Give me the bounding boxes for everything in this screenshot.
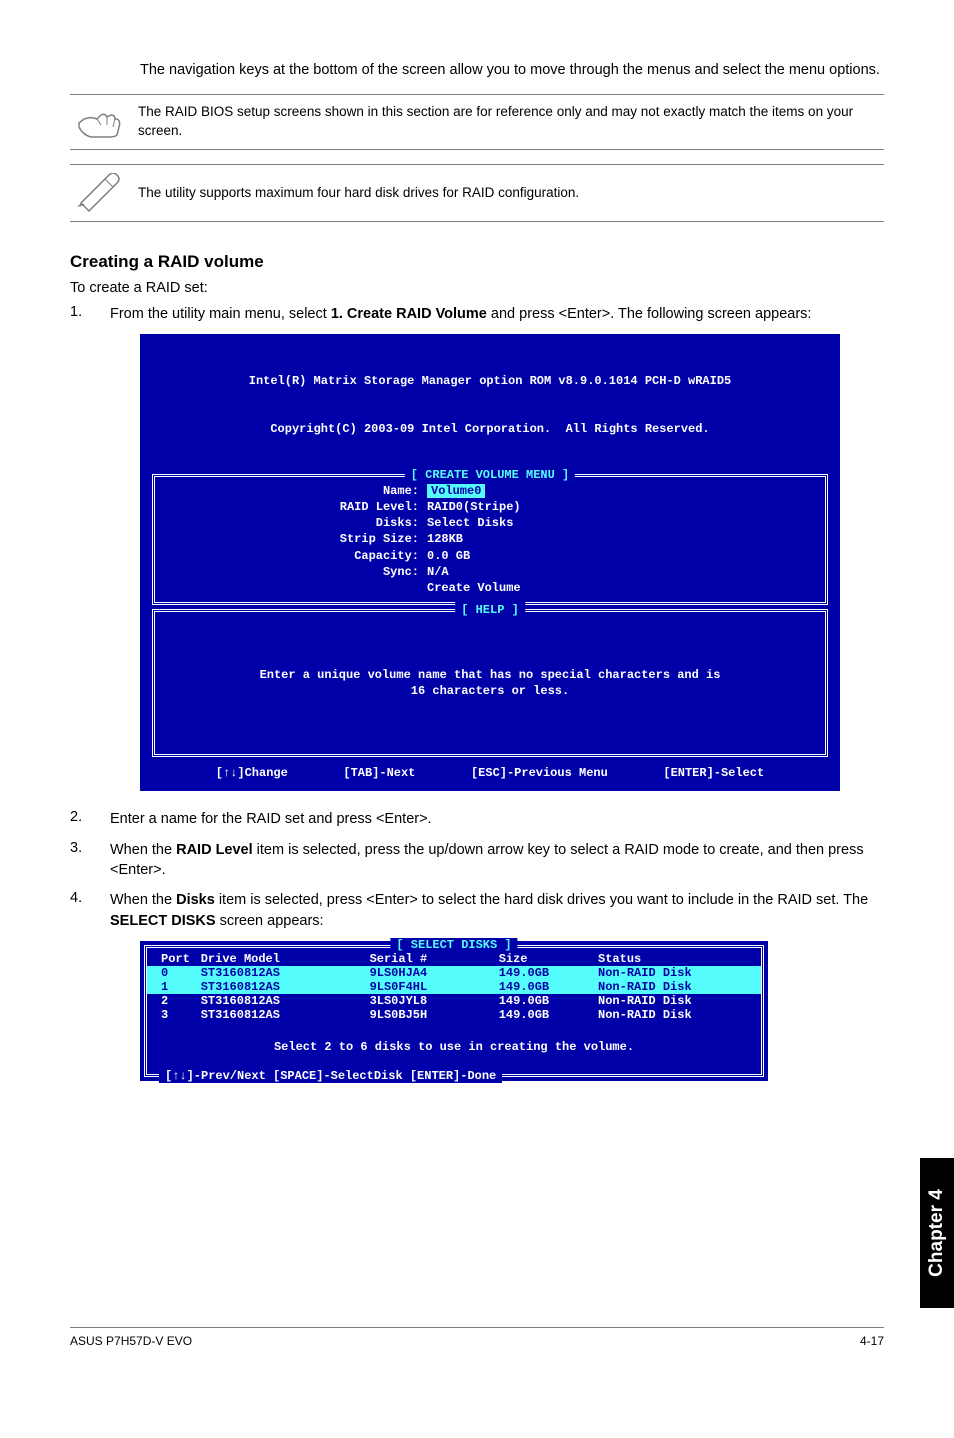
note-utility: The utility supports maximum four hard d… (70, 164, 884, 222)
footer-right: 4-17 (860, 1334, 884, 1348)
disks-footer: [↑↓]-Prev/Next [SPACE]-SelectDisk [ENTER… (159, 1069, 502, 1083)
step-num: 1. (70, 304, 110, 324)
bios-header-line2: Copyright(C) 2003-09 Intel Corporation. … (148, 421, 832, 437)
label-stripsize: Strip Size: (169, 531, 427, 547)
cell-size: 149.0GB (499, 994, 598, 1008)
bios-footer-select: [ENTER]-Select (663, 765, 764, 781)
bios-header-line1: Intel(R) Matrix Storage Manager option R… (148, 373, 832, 389)
cell-status: Non-RAID Disk (598, 994, 747, 1008)
chapter-tab: Chapter 4 (920, 1158, 954, 1308)
disk-row-1: 1 ST3160812AS 9LS0F4HL 149.0GB Non-RAID … (147, 980, 761, 994)
cell-serial: 9LS0HJA4 (370, 966, 499, 980)
disk-row-2: 2 ST3160812AS 3LS0JYL8 149.0GB Non-RAID … (147, 994, 761, 1008)
step-text: From the utility main menu, select 1. Cr… (110, 304, 811, 324)
step-text-pre: When the (110, 892, 176, 908)
footer-left: ASUS P7H57D-V EVO (70, 1334, 192, 1348)
cell-size: 149.0GB (499, 966, 598, 980)
label-empty (169, 580, 427, 596)
step-text-mid: item is selected, press <Enter> to selec… (215, 892, 868, 908)
disks-title: [ SELECT DISKS ] (390, 938, 517, 952)
value-name: Volume0 (427, 484, 485, 498)
bios-create-title: [ CREATE VOLUME MENU ] (405, 467, 575, 483)
value-stripsize: 128KB (427, 531, 463, 547)
disks-header-row: Port Drive Model Serial # Size Status (147, 952, 761, 966)
value-raidlevel: RAID0(Stripe) (427, 499, 521, 515)
disks-message: Select 2 to 6 disks to use in creating t… (147, 1022, 761, 1066)
section-subtext: To create a RAID set: (70, 280, 884, 296)
bios-select-disks-screen: [ SELECT DISKS ] Port Drive Model Serial… (140, 941, 768, 1081)
cell-model: ST3160812AS (201, 966, 370, 980)
chapter-tab-label: Chapter 4 (926, 1189, 948, 1277)
step-num: 3. (70, 840, 110, 881)
step-text-bold: Disks (176, 892, 215, 908)
bios-create-volume-screen: Intel(R) Matrix Storage Manager option R… (140, 334, 840, 791)
step-3: 3. When the RAID Level item is selected,… (70, 840, 884, 881)
cell-model: ST3160812AS (201, 1008, 370, 1022)
label-capacity: Capacity: (169, 548, 427, 564)
step-text-pre: When the (110, 842, 176, 858)
bios-help-line1: Enter a unique volume name that has no s… (169, 667, 811, 683)
step-text-post: screen appears: (216, 913, 324, 929)
bios-footer-next: [TAB]-Next (343, 765, 415, 781)
col-port: Port (161, 952, 201, 966)
step-4: 4. When the Disks item is selected, pres… (70, 890, 884, 931)
step-text: When the Disks item is selected, press <… (110, 890, 884, 931)
bios-footer: [↑↓]Change [TAB]-Next [ESC]-Previous Men… (148, 761, 832, 781)
intro-text: The navigation keys at the bottom of the… (140, 60, 884, 80)
step-num: 4. (70, 890, 110, 931)
step-2: 2. Enter a name for the RAID set and pre… (70, 809, 884, 829)
cell-status: Non-RAID Disk (598, 980, 747, 994)
step-text-bold: RAID Level (176, 842, 253, 858)
value-createvolume: Create Volume (427, 580, 521, 596)
cell-serial: 9LS0BJ5H (370, 1008, 499, 1022)
note-utility-text: The utility supports maximum four hard d… (130, 184, 579, 203)
value-sync: N/A (427, 564, 449, 580)
cell-serial: 3LS0JYL8 (370, 994, 499, 1008)
cell-port: 3 (161, 1008, 201, 1022)
cell-size: 149.0GB (499, 1008, 598, 1022)
bios-footer-prev: [ESC]-Previous Menu (471, 765, 608, 781)
cell-port: 1 (161, 980, 201, 994)
step-text: Enter a name for the RAID set and press … (110, 809, 432, 829)
step-num: 2. (70, 809, 110, 829)
note-pen-icon (70, 173, 130, 213)
cell-status: Non-RAID Disk (598, 966, 747, 980)
col-model: Drive Model (201, 952, 370, 966)
step-text-bold2: SELECT DISKS (110, 913, 216, 929)
disk-row-3: 3 ST3160812AS 9LS0BJ5H 149.0GB Non-RAID … (147, 1008, 761, 1022)
note-reference: The RAID BIOS setup screens shown in thi… (70, 94, 884, 150)
bios-footer-change: [↑↓]Change (216, 765, 288, 781)
bios-help-title: [ HELP ] (455, 602, 525, 618)
note-reference-text: The RAID BIOS setup screens shown in thi… (130, 103, 884, 141)
cell-model: ST3160812AS (201, 994, 370, 1008)
page-footer: ASUS P7H57D-V EVO 4-17 (70, 1327, 884, 1348)
step-text-bold: 1. Create RAID Volume (331, 306, 487, 322)
cell-port: 0 (161, 966, 201, 980)
step-text-post: and press <Enter>. The following screen … (487, 306, 812, 322)
value-disks: Select Disks (427, 515, 513, 531)
cell-size: 149.0GB (499, 980, 598, 994)
label-name: Name: (169, 483, 427, 499)
cell-serial: 9LS0F4HL (370, 980, 499, 994)
bios-help-line2: 16 characters or less. (169, 683, 811, 699)
col-serial: Serial # (370, 952, 499, 966)
label-raidlevel: RAID Level: (169, 499, 427, 515)
disk-row-0: 0 ST3160812AS 9LS0HJA4 149.0GB Non-RAID … (147, 966, 761, 980)
bios-create-box: [ CREATE VOLUME MENU ] Name:Volume0 RAID… (152, 474, 828, 605)
section-heading: Creating a RAID volume (70, 252, 884, 272)
bios-help-box: [ HELP ] Enter a unique volume name that… (152, 609, 828, 757)
col-size: Size (499, 952, 598, 966)
step-1: 1. From the utility main menu, select 1.… (70, 304, 884, 324)
step-text: When the RAID Level item is selected, pr… (110, 840, 884, 881)
value-capacity: 0.0 GB (427, 548, 470, 564)
label-disks: Disks: (169, 515, 427, 531)
label-sync: Sync: (169, 564, 427, 580)
note-hand-icon (70, 105, 130, 139)
col-status: Status (598, 952, 747, 966)
cell-status: Non-RAID Disk (598, 1008, 747, 1022)
cell-port: 2 (161, 994, 201, 1008)
cell-model: ST3160812AS (201, 980, 370, 994)
step-text-pre: From the utility main menu, select (110, 306, 331, 322)
